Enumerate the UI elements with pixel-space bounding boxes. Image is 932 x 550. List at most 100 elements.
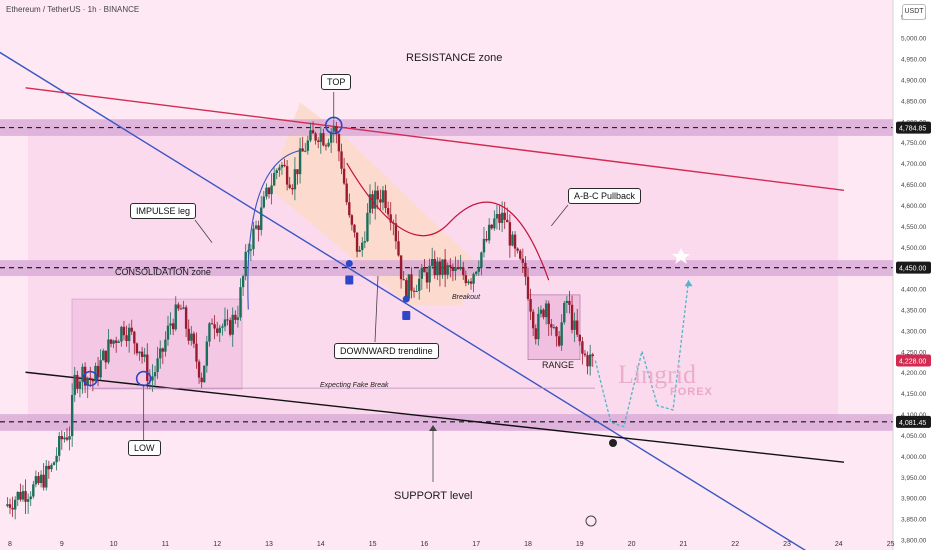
- candle-body: [586, 355, 589, 367]
- candle-body: [490, 224, 493, 229]
- candle-body: [117, 341, 120, 343]
- candle-body: [454, 267, 457, 271]
- y-tick-label: 4,650.00: [901, 182, 927, 189]
- candle-body: [89, 377, 92, 380]
- candle-body: [389, 214, 392, 223]
- candle-body: [467, 281, 470, 284]
- candle-body: [19, 492, 22, 500]
- candle-body: [200, 377, 203, 383]
- candle-body: [415, 290, 418, 292]
- candle-body: [107, 339, 110, 363]
- x-tick-label: 24: [835, 541, 843, 548]
- candle-body: [138, 351, 141, 354]
- candle-body: [210, 323, 214, 325]
- support-level-label: SUPPORT level: [394, 490, 473, 502]
- y-tick-label: 4,250.00: [901, 349, 927, 356]
- abc-connector: [550, 204, 569, 227]
- y-tick-label: 4,550.00: [901, 224, 927, 231]
- candle-body: [588, 354, 592, 367]
- candle-body: [332, 126, 335, 132]
- candle-body: [164, 339, 167, 352]
- trend-touch-dot: [345, 259, 353, 267]
- candle-body: [24, 491, 27, 502]
- candle-body: [187, 328, 190, 341]
- candle-body: [531, 311, 535, 329]
- candle-body: [133, 331, 136, 344]
- candle-body: [174, 304, 177, 330]
- candle-body: [102, 350, 105, 361]
- currency-button[interactable]: USDT: [902, 4, 926, 20]
- projection-arrowhead: [684, 280, 693, 287]
- candle-body: [355, 232, 359, 252]
- candle-body: [449, 265, 452, 268]
- candle-body: [182, 307, 185, 309]
- candle-body: [99, 360, 102, 378]
- candle-body: [91, 379, 95, 382]
- candle-body: [420, 267, 424, 279]
- y-tick-label: 3,950.00: [901, 475, 927, 482]
- top-label: TOP: [321, 74, 352, 90]
- candle-body: [283, 164, 286, 167]
- y-tick-label: 4,850.00: [901, 98, 927, 105]
- candle-body: [591, 354, 594, 357]
- candle-body: [306, 140, 310, 151]
- candle-body: [430, 259, 434, 266]
- y-tick-label: 4,600.00: [901, 203, 927, 210]
- candle-body: [221, 326, 224, 328]
- candle-body: [418, 278, 421, 291]
- y-tick-label: 4,100.00: [901, 412, 927, 419]
- candle-body: [314, 133, 317, 141]
- x-tick-label: 23: [783, 541, 791, 548]
- y-tick-label: 4,050.00: [901, 433, 927, 440]
- candle-body: [58, 436, 61, 456]
- zone-support: [0, 414, 893, 431]
- candle-body: [348, 202, 351, 216]
- resistance-zone-label: RESISTANCE zone: [406, 52, 503, 64]
- candle-body: [192, 333, 196, 344]
- candle-body: [511, 234, 514, 246]
- x-tick-label: 19: [576, 541, 584, 548]
- candle-body: [104, 350, 108, 363]
- symbol-title: Ethereum / TetherUS · 1h · BINANCE: [6, 5, 140, 14]
- candle-body: [436, 261, 439, 276]
- candle-body: [260, 207, 263, 230]
- candle-body: [153, 372, 157, 377]
- candle-body: [130, 327, 133, 332]
- candle-body: [480, 252, 483, 268]
- y-tick-label: 3,850.00: [901, 517, 927, 524]
- price-axis: [893, 0, 932, 550]
- candle-body: [60, 436, 63, 440]
- candle-body: [213, 324, 216, 329]
- candle-body: [568, 300, 571, 305]
- candle-body: [335, 126, 338, 135]
- candle-body: [573, 320, 576, 330]
- candle-body: [288, 184, 291, 188]
- candle-body: [451, 267, 455, 271]
- lingrid-logo-sub: FOREX: [670, 386, 713, 398]
- candle-body: [570, 304, 574, 330]
- candle-body: [456, 267, 460, 270]
- candle-body: [459, 267, 462, 270]
- star-icon: [672, 248, 690, 264]
- candle-body: [373, 190, 377, 209]
- candle-body: [161, 348, 165, 352]
- candle-body: [485, 238, 488, 241]
- candle-body: [83, 366, 87, 386]
- candle-body: [529, 298, 532, 312]
- candle-body: [366, 212, 369, 242]
- eye-icon: [609, 439, 617, 447]
- candle-body: [544, 303, 548, 318]
- candle-body: [63, 437, 66, 440]
- candle-body: [216, 328, 219, 333]
- price-tag-label: 4,081.45: [899, 420, 926, 427]
- x-tick-label: 9: [60, 541, 64, 548]
- candle-body: [363, 241, 367, 243]
- candle-body: [114, 340, 118, 343]
- candle-body: [506, 219, 509, 223]
- candle-body: [78, 381, 82, 389]
- candle-body: [208, 323, 211, 342]
- candle-body: [146, 354, 149, 381]
- candle-body: [469, 281, 473, 284]
- candle-body: [423, 267, 426, 273]
- range-label: RANGE: [542, 360, 575, 370]
